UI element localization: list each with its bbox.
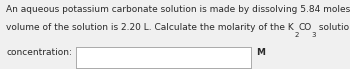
Text: An aqueous potassium carbonate solution is made by dissolving 5.84 moles of K: An aqueous potassium carbonate solution …	[6, 5, 350, 14]
Text: M: M	[256, 48, 265, 57]
Text: 2: 2	[294, 32, 299, 38]
Text: concentration:: concentration:	[6, 48, 72, 57]
Text: 3: 3	[312, 32, 316, 38]
Text: volume of the solution is 2.20 L. Calculate the molarity of the K: volume of the solution is 2.20 L. Calcul…	[6, 23, 294, 32]
Text: CO: CO	[299, 23, 312, 32]
Text: solution.: solution.	[316, 23, 350, 32]
